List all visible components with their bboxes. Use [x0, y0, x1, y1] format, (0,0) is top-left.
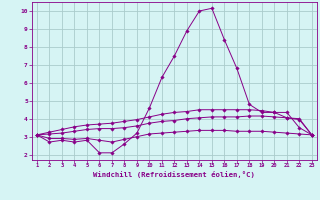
X-axis label: Windchill (Refroidissement éolien,°C): Windchill (Refroidissement éolien,°C) [93, 171, 255, 178]
